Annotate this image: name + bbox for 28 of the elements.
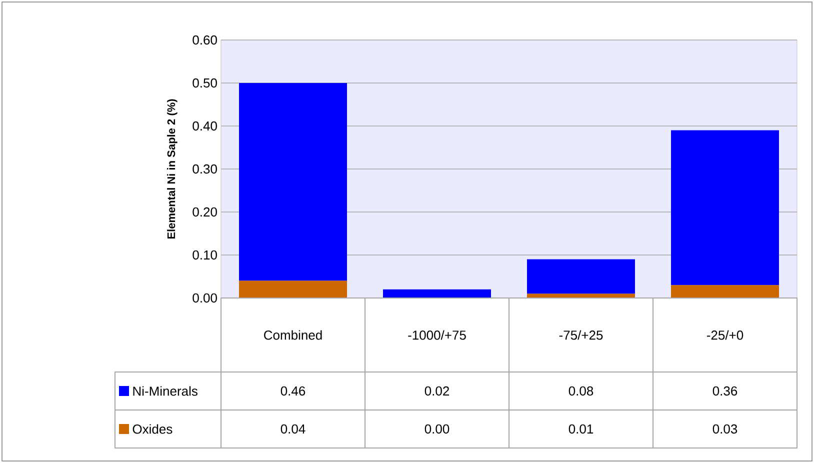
y-tick-label: 0.40 <box>192 121 217 131</box>
y-axis-title: Elemental Ni in Saple 2 (%) <box>167 99 178 239</box>
x-tick-label: -75/+25 <box>559 330 603 340</box>
bar <box>383 289 491 298</box>
data-label: 0.36 <box>712 386 738 396</box>
data-label: 0.46 <box>280 386 306 396</box>
y-tick-label: 0.00 <box>192 293 217 303</box>
data-label: 0.08 <box>568 386 594 396</box>
legend-label: Ni-Minerals <box>133 386 198 396</box>
y-tick-label: 0.20 <box>192 207 217 217</box>
x-tick-label: -25/+0 <box>706 330 744 340</box>
bar <box>239 82 348 281</box>
x-tick-label: -1000/+75 <box>408 330 466 340</box>
y-tick-label: 0.50 <box>192 78 217 88</box>
x-tick-label: Combined <box>264 330 322 340</box>
bar <box>670 130 779 286</box>
legend-label: Oxides <box>132 424 172 434</box>
data-label: 0.02 <box>424 386 449 396</box>
data-label: 0.03 <box>712 424 738 434</box>
data-label: 0.04 <box>280 424 306 434</box>
y-tick-label: 0.10 <box>192 250 217 260</box>
y-tick-label: 0.30 <box>192 164 217 174</box>
data-label: 0.01 <box>568 424 594 434</box>
bar <box>527 259 635 294</box>
bar <box>670 285 779 298</box>
data-label: 0.00 <box>424 424 450 434</box>
y-tick-label: 0.60 <box>192 35 217 45</box>
bar <box>239 280 348 298</box>
